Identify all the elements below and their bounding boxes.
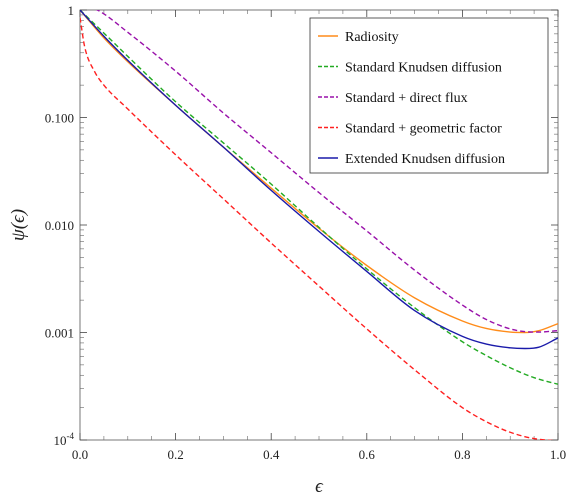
y-tick-label: 1 <box>68 3 75 18</box>
legend-label-1: Radiosity <box>345 30 399 45</box>
x-tick-label: 1.0 <box>550 447 566 462</box>
series-line-4 <box>80 17 556 440</box>
x-tick-label: 0.6 <box>359 447 376 462</box>
legend-label-2: Standard Knudsen diffusion <box>345 61 502 76</box>
legend-label-4: Standard + geometric factor <box>345 122 502 137</box>
x-tick-label: 0.4 <box>263 447 280 462</box>
legend-label-5: Extended Knudsen diffusion <box>345 152 505 167</box>
x-axis-title: ϵ <box>315 476 324 497</box>
legend: Radiosity Standard Knudsen diffusion Stand… <box>309 17 549 174</box>
series-lines <box>80 10 558 440</box>
series-line-3 <box>95 10 558 333</box>
series-line-5 <box>80 10 558 350</box>
series-line-2 <box>80 10 558 385</box>
x-tick-label: 0.2 <box>167 447 183 462</box>
legend-box <box>309 17 549 174</box>
y-tick-label: 10-4 <box>54 431 75 448</box>
axis-labels: 0.0 0.2 0.4 0.6 0.8 1.0 1 0.100 0.010 0.001 10-4 ϵ ψ… <box>8 3 566 497</box>
x-tick-label: 0.8 <box>454 447 470 462</box>
axis-ticks <box>79 9 559 441</box>
series-line-1 <box>80 10 558 334</box>
legend-label-3: Standard + direct flux <box>345 91 468 106</box>
y-tick-label: 0.100 <box>45 111 74 126</box>
x-tick-label: 0.0 <box>72 447 88 462</box>
y-tick-label: 0.001 <box>45 326 74 341</box>
y-tick-label: 0.010 <box>45 218 74 233</box>
y-axis-title: ψ(ϵ) <box>8 209 29 241</box>
